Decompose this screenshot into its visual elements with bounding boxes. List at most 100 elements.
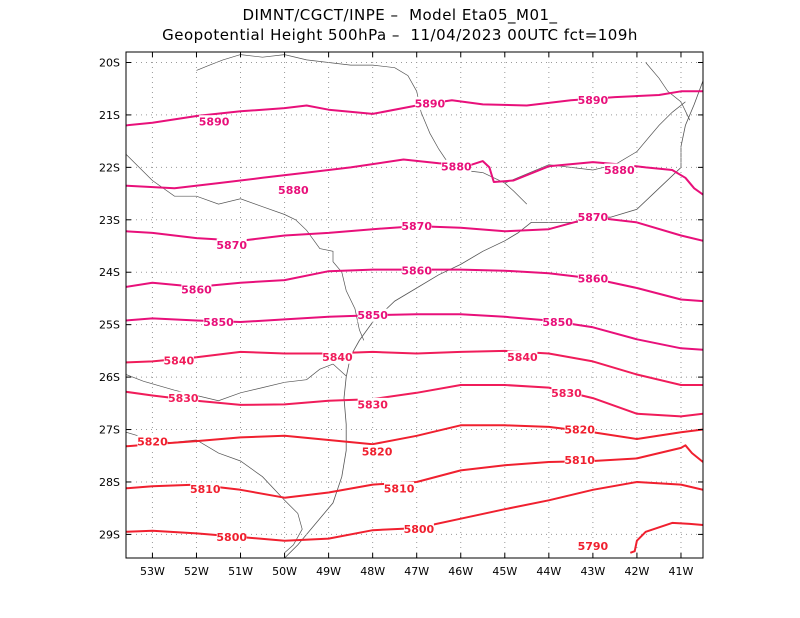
- contour-label-background: [577, 93, 608, 107]
- contour-label-background: [384, 481, 415, 495]
- state-boundary: [196, 54, 483, 173]
- lon-tick-label: 52W: [184, 565, 209, 578]
- contour-label-background: [357, 308, 388, 322]
- contour-label-background: [190, 482, 221, 496]
- contour-label: 5790: [578, 540, 609, 553]
- figure-title-line-2: Geopotential Height 500hPa – 11/04/2023 …: [162, 26, 638, 44]
- lon-tick-label: 46W: [448, 565, 473, 578]
- contour-label: 5820: [362, 446, 393, 459]
- contour-label-background: [357, 397, 388, 411]
- contour-label: 5870: [401, 220, 432, 233]
- lat-tick-label: 23S: [99, 214, 120, 227]
- contour-line-5790: [629, 521, 703, 554]
- lon-tick-label: 50W: [272, 565, 297, 578]
- contour-label: 5880: [441, 160, 472, 173]
- lat-tick-label: 29S: [99, 528, 120, 541]
- contour-line-5820: [126, 424, 703, 448]
- lat-tick-label: 20S: [99, 56, 120, 69]
- lon-tick-label: 41W: [669, 565, 694, 578]
- contour-label: 5870: [578, 211, 609, 224]
- contour-label-background: [137, 435, 168, 449]
- axis-tick-layer: 20S 21S 22S 23S 24S 25S 26S 27S 28S 29S 53W 52W 51W 5…: [99, 52, 703, 578]
- contour-label-background: [564, 453, 595, 467]
- contour-label-background: [216, 530, 247, 544]
- contour-line-5880: [126, 158, 703, 196]
- contour-label-background: [577, 539, 608, 553]
- contour-label-background: [401, 264, 432, 278]
- contour-label: 5820: [564, 424, 595, 437]
- state-boundary: [126, 363, 347, 402]
- contour-label: 5890: [415, 97, 446, 110]
- contour-label: 5860: [578, 273, 609, 286]
- lon-tick-label: 45W: [492, 565, 517, 578]
- lon-tick-label: 53W: [140, 565, 165, 578]
- lat-tick-label: 26S: [99, 371, 120, 384]
- contour-label: 5880: [278, 184, 309, 197]
- state-boundary: [645, 62, 691, 121]
- contour-label: 5830: [357, 398, 388, 411]
- contour-label-background: [199, 115, 230, 129]
- contour-label-background: [604, 163, 635, 177]
- contour-label-background: [577, 272, 608, 286]
- lon-tick-label: 49W: [316, 565, 341, 578]
- state-boundary: [504, 101, 686, 184]
- plot-frame: [125, 51, 704, 559]
- lat-tick-label: 28S: [99, 476, 120, 489]
- contour-label-background: [551, 386, 582, 400]
- contour-label: 5820: [137, 436, 168, 449]
- lon-tick-label: 48W: [360, 565, 385, 578]
- coastline: [284, 54, 703, 558]
- lat-tick-label: 22S: [99, 161, 120, 174]
- contour-label-layer: 5890 5890 5890 5880 5880 5880 5870 5870 5870 5860…: [137, 93, 635, 553]
- contour-label-background: [403, 522, 434, 536]
- contour-label: 5830: [168, 392, 199, 405]
- contour-label-background: [401, 219, 432, 233]
- lon-tick-label: 44W: [536, 565, 561, 578]
- contour-label: 5850: [357, 309, 388, 322]
- lon-tick-label: 51W: [228, 565, 253, 578]
- contour-label-background: [414, 96, 445, 110]
- contour-label-background: [203, 315, 234, 329]
- contour-label: 5870: [216, 239, 247, 252]
- contour-label: 5840: [164, 354, 195, 367]
- contour-label: 5850: [203, 316, 234, 329]
- state-boundary: [126, 153, 365, 341]
- contour-label-background: [322, 350, 353, 364]
- contour-label-background: [577, 210, 608, 224]
- contour-label: 5840: [507, 351, 538, 364]
- lat-tick-label: 25S: [99, 319, 120, 332]
- contour-label: 5800: [216, 531, 247, 544]
- contour-label-background: [507, 350, 538, 364]
- contour-label-background: [168, 391, 199, 405]
- contour-label: 5890: [578, 94, 609, 107]
- contour-label-background: [163, 353, 194, 367]
- contour-label: 5860: [181, 284, 212, 297]
- contour-label-background: [362, 445, 393, 459]
- lon-tick-label: 43W: [580, 565, 605, 578]
- contour-label-background: [441, 159, 472, 173]
- contour-label-background: [216, 238, 247, 252]
- contour-label-background: [564, 423, 595, 437]
- contour-label: 5880: [604, 164, 635, 177]
- contour-label: 5830: [551, 387, 582, 400]
- contour-line-5810: [126, 444, 703, 499]
- contour-label: 5840: [322, 351, 353, 364]
- contour-label: 5810: [190, 483, 221, 496]
- state-boundary: [482, 172, 528, 205]
- contour-label: 5810: [384, 482, 415, 495]
- contour-label: 5800: [404, 523, 435, 536]
- contour-label-background: [181, 283, 212, 297]
- lat-tick-label: 24S: [99, 266, 120, 279]
- figure-title-line-1: DIMNT/CGCT/INPE – Model Eta05_M01_: [242, 6, 558, 24]
- contour-label: 5850: [542, 316, 573, 329]
- contour-label: 5860: [401, 265, 432, 278]
- contour-label-background: [542, 315, 573, 329]
- contour-label-background: [278, 183, 309, 197]
- contour-line-5840: [126, 349, 703, 386]
- lon-tick-label: 42W: [624, 565, 649, 578]
- lat-tick-label: 27S: [99, 424, 120, 437]
- contour-label: 5810: [564, 454, 595, 467]
- lon-tick-label: 47W: [404, 565, 429, 578]
- contour-line-5830: [126, 384, 703, 418]
